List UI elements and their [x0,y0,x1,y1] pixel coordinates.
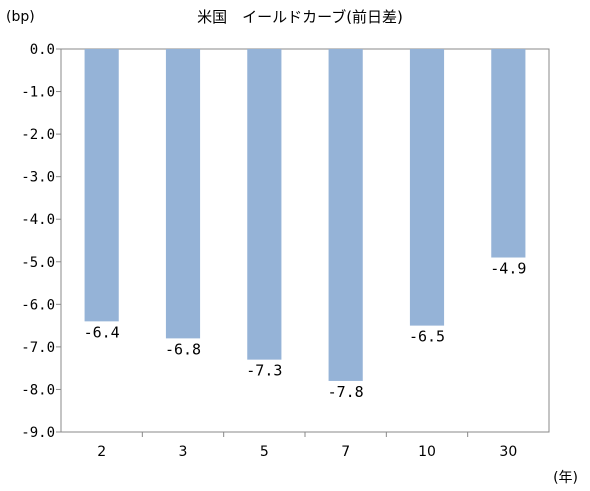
y-tick-label: -8.0 [21,382,55,398]
y-tick-label: -9.0 [21,425,55,441]
bar [491,49,526,258]
bar [247,49,282,360]
x-tick-label: 30 [499,444,517,460]
y-axis: 0.0 -1.0 -2.0 -3.0 -4.0 -5.0 -6.0 -7.0 -8.0 -9.0 [21,42,61,441]
y-tick-label: 0.0 [30,42,55,58]
bars [84,49,526,381]
y-tick-label: -3.0 [21,170,55,186]
y-tick-label: -6.0 [21,297,55,313]
data-labels: -6.4 -6.8 -7.3 -7.8 -6.5 -4.9 [84,260,527,401]
y-unit-label: (bp) [6,9,35,25]
bar [409,49,445,326]
y-tick-label: -7.0 [21,340,55,356]
x-tick-label: 2 [97,444,106,460]
bar [84,49,119,322]
data-label: -7.3 [246,362,282,380]
x-tick-label: 7 [341,444,350,460]
bar [165,49,201,339]
data-label: -4.9 [490,260,526,278]
data-label: -6.8 [165,340,201,358]
x-axis: 2 3 5 7 10 30 [97,432,517,460]
data-label: -7.8 [328,383,364,401]
data-label: -6.5 [409,328,445,346]
x-tick-label: 3 [179,444,188,460]
y-tick-label: -5.0 [21,255,55,271]
data-label: -6.4 [84,323,120,341]
x-tick-label: 5 [260,444,269,460]
chart-title: 米国 イールドカーブ(前日差) [197,8,403,26]
y-tick-label: -2.0 [21,127,55,143]
x-tick-label: 10 [418,444,436,460]
plot-area-frame [60,48,550,433]
y-tick-label: -4.0 [21,212,55,228]
y-tick-label: -1.0 [21,85,55,101]
x-unit-label: (年) [553,470,578,486]
bar [328,49,363,381]
